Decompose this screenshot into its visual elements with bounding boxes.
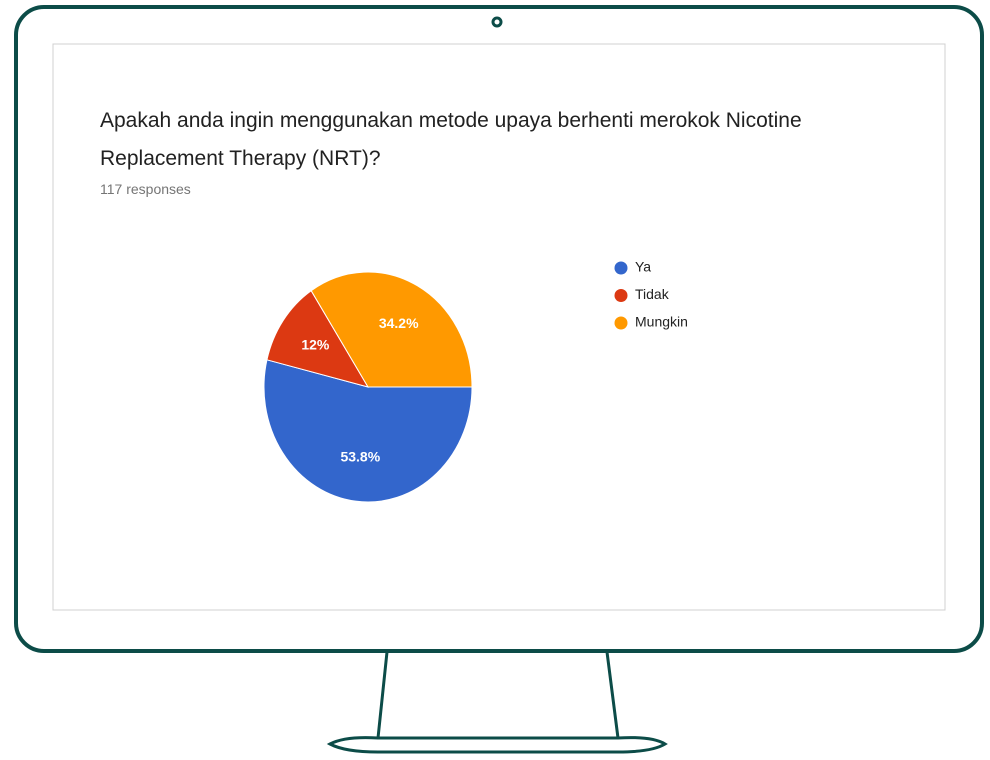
legend-marker: [615, 317, 628, 330]
legend-marker: [615, 262, 628, 275]
stand: [378, 652, 618, 738]
legend-label: Tidak: [635, 286, 670, 302]
legend-marker: [615, 289, 628, 302]
stand-base: [330, 738, 665, 752]
chart-title: Apakah anda ingin menggunakan metode upa…: [100, 102, 890, 178]
chart-subtitle: 117 responses: [100, 181, 191, 197]
slice-label: 34.2%: [379, 315, 419, 331]
slice-label: 53.8%: [340, 448, 380, 464]
legend-label: Ya: [635, 259, 651, 275]
page: 53.8% 12% 34.2% Ya Tidak Mungkin Apakah anda …: [0, 0, 990, 760]
camera: [493, 18, 501, 26]
slice-label: 12%: [301, 337, 330, 353]
legend-label: Mungkin: [635, 314, 688, 330]
